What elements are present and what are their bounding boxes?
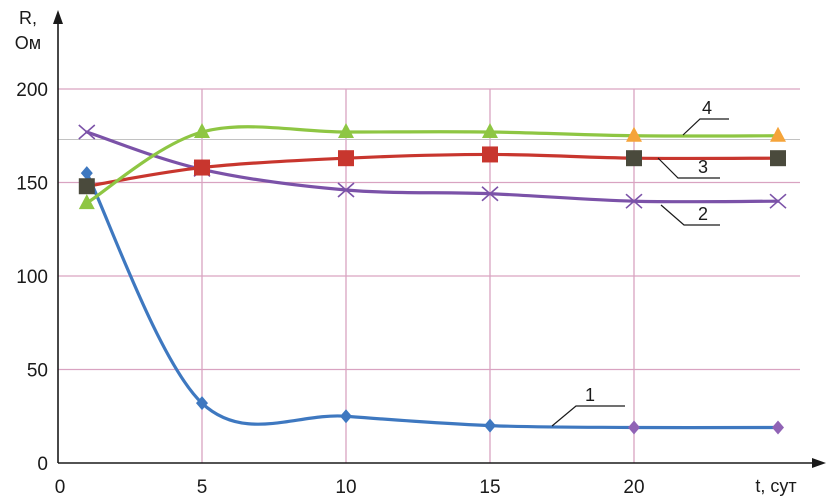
square-marker (626, 150, 642, 167)
y-axis-label-line-1: R, (19, 8, 37, 28)
x-tick-label: 20 (623, 477, 644, 498)
triangle-marker (338, 123, 354, 139)
series-4 (78, 123, 786, 210)
square-marker (770, 150, 786, 167)
diamond-marker (772, 420, 784, 435)
x-marker (78, 124, 96, 140)
triangle-marker (194, 123, 210, 139)
diamond-marker (196, 396, 208, 411)
diamond-marker (340, 409, 352, 424)
series-group (78, 123, 787, 435)
x-tick-label: 15 (479, 477, 500, 498)
triangle-marker (78, 194, 95, 210)
triangle-marker (626, 126, 642, 142)
series-line (85, 171, 780, 430)
x-marker (337, 182, 355, 198)
triangle-marker (482, 123, 498, 139)
x-axis-label: t, сут (755, 476, 796, 496)
x-marker-stroke (769, 193, 787, 209)
y-tick-label: 100 (16, 267, 48, 288)
x-marker-stroke (337, 182, 355, 198)
series-3 (78, 146, 786, 195)
y-tick-label: 50 (27, 361, 48, 382)
x-marker-stroke (481, 186, 499, 202)
series-line (85, 152, 780, 188)
x-marker (769, 193, 787, 209)
y-tick-label: 150 (16, 174, 48, 195)
x-tick-label: 10 (335, 477, 356, 498)
callout-label: 2 (698, 204, 708, 224)
y-axis-label-line-2: Ом (15, 33, 41, 53)
diamond-marker (80, 166, 93, 181)
diamond-marker (628, 420, 640, 435)
square-marker (482, 146, 498, 163)
x-axis-arrow (812, 458, 826, 468)
series-line (85, 130, 780, 204)
square-marker (194, 159, 210, 176)
callout-leader (551, 405, 625, 427)
callout-leader (682, 118, 729, 136)
x-tick-label: 0 (55, 477, 66, 498)
callout-label: 3 (698, 157, 708, 177)
series-callouts: 1 2 3 4 (551, 98, 729, 427)
callout-leader (660, 204, 720, 226)
axes (53, 10, 826, 468)
callout-label: 1 (585, 385, 595, 405)
diamond-marker (484, 418, 496, 433)
triangle-marker (770, 126, 786, 142)
series-1 (80, 166, 784, 435)
x-marker-stroke (625, 193, 643, 209)
x-marker (625, 193, 643, 209)
square-marker (78, 178, 95, 195)
series-line (85, 125, 780, 205)
square-marker (338, 150, 354, 167)
y-tick-label: 200 (16, 80, 48, 101)
x-marker-stroke (78, 124, 96, 140)
callout-label: 4 (702, 98, 712, 118)
tick-labels: 0 50 100 150 200 0 5 10 15 20 (16, 80, 644, 498)
x-marker (481, 186, 499, 202)
y-axis-arrow (53, 10, 63, 24)
callout-leader (657, 157, 720, 179)
y-tick-label: 0 (37, 454, 48, 475)
x-tick-label: 5 (197, 477, 208, 498)
